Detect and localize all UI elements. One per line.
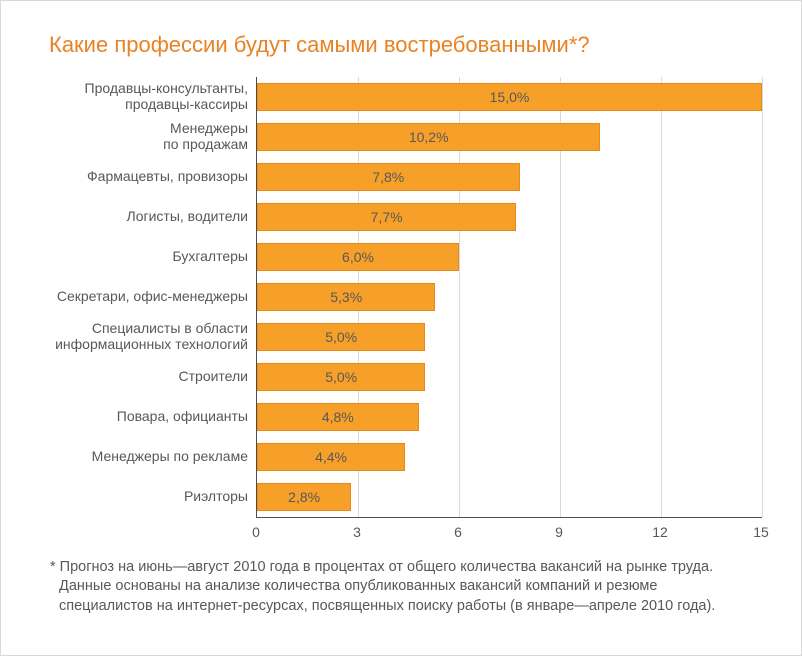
bar-row: 5,0% [257,357,762,397]
bar-value-label: 5,0% [325,369,357,385]
bar: 5,0% [257,363,425,391]
bar: 4,4% [257,443,405,471]
bar-row: 4,4% [257,437,762,477]
bar-value-label: 2,8% [288,489,320,505]
y-axis-label: Специалисты в области информационных тех… [41,317,256,357]
y-axis-label: Секретари, офис-менеджеры [41,277,256,317]
bar: 7,8% [257,163,520,191]
bar-row: 15,0% [257,77,762,117]
y-axis-labels: Продавцы-консультанты, продавцы-кассирыМ… [41,77,256,548]
bar-value-label: 5,0% [325,329,357,345]
y-axis-label: Повара, официанты [41,397,256,437]
bar: 5,3% [257,283,435,311]
bar: 10,2% [257,123,600,151]
bar-value-label: 6,0% [342,249,374,265]
plot: 15,0% 10,2% 7,8% 7,7% 6,0% 5,3% 5,0% 5,0% 4,8% 4,… [256,77,762,518]
y-axis-label: Логисты, водители [41,197,256,237]
footnote: * Прогноз на июнь—август 2010 года в про… [41,558,761,617]
grid-line [762,77,763,517]
bar-value-label: 5,3% [330,289,362,305]
bar: 5,0% [257,323,425,351]
x-axis-tick: 6 [454,524,462,540]
bar: 6,0% [257,243,459,271]
chart-title: Какие профессии будут самыми востребован… [49,31,761,59]
bar: 4,8% [257,403,419,431]
plot-column: 15,0% 10,2% 7,8% 7,7% 6,0% 5,3% 5,0% 5,0% 4,8% 4,… [256,77,761,548]
bar-value-label: 4,4% [315,449,347,465]
x-axis-tick: 9 [555,524,563,540]
bar-row: 7,7% [257,197,762,237]
y-axis-label: Риэлторы [41,477,256,517]
chart-area: Продавцы-консультанты, продавцы-кассирыМ… [41,77,761,548]
chart-card: Какие профессии будут самыми востребован… [0,0,802,656]
bar-row: 5,3% [257,277,762,317]
bar: 7,7% [257,203,516,231]
x-axis-tick: 15 [753,524,769,540]
bar-value-label: 15,0% [490,89,530,105]
y-axis-label: Фармацевты, провизоры [41,157,256,197]
x-axis-tick: 0 [252,524,260,540]
bar-row: 6,0% [257,237,762,277]
bar-row: 7,8% [257,157,762,197]
bar: 15,0% [257,83,762,111]
bar: 2,8% [257,483,351,511]
y-axis-label: Менеджеры по рекламе [41,437,256,477]
bar-row: 2,8% [257,477,762,517]
x-axis-tick: 3 [353,524,361,540]
bar-row: 5,0% [257,317,762,357]
y-axis-label: Менеджеры по продажам [41,117,256,157]
bar-row: 4,8% [257,397,762,437]
y-axis-label: Строители [41,357,256,397]
x-axis-tick: 12 [652,524,668,540]
bar-value-label: 10,2% [409,129,449,145]
bar-value-label: 7,8% [372,169,404,185]
bar-value-label: 7,7% [371,209,403,225]
y-axis-label: Бухгалтеры [41,237,256,277]
x-axis: 03691215 [256,518,761,548]
bar-row: 10,2% [257,117,762,157]
bar-value-label: 4,8% [322,409,354,425]
y-axis-label: Продавцы-консультанты, продавцы-кассиры [41,77,256,117]
